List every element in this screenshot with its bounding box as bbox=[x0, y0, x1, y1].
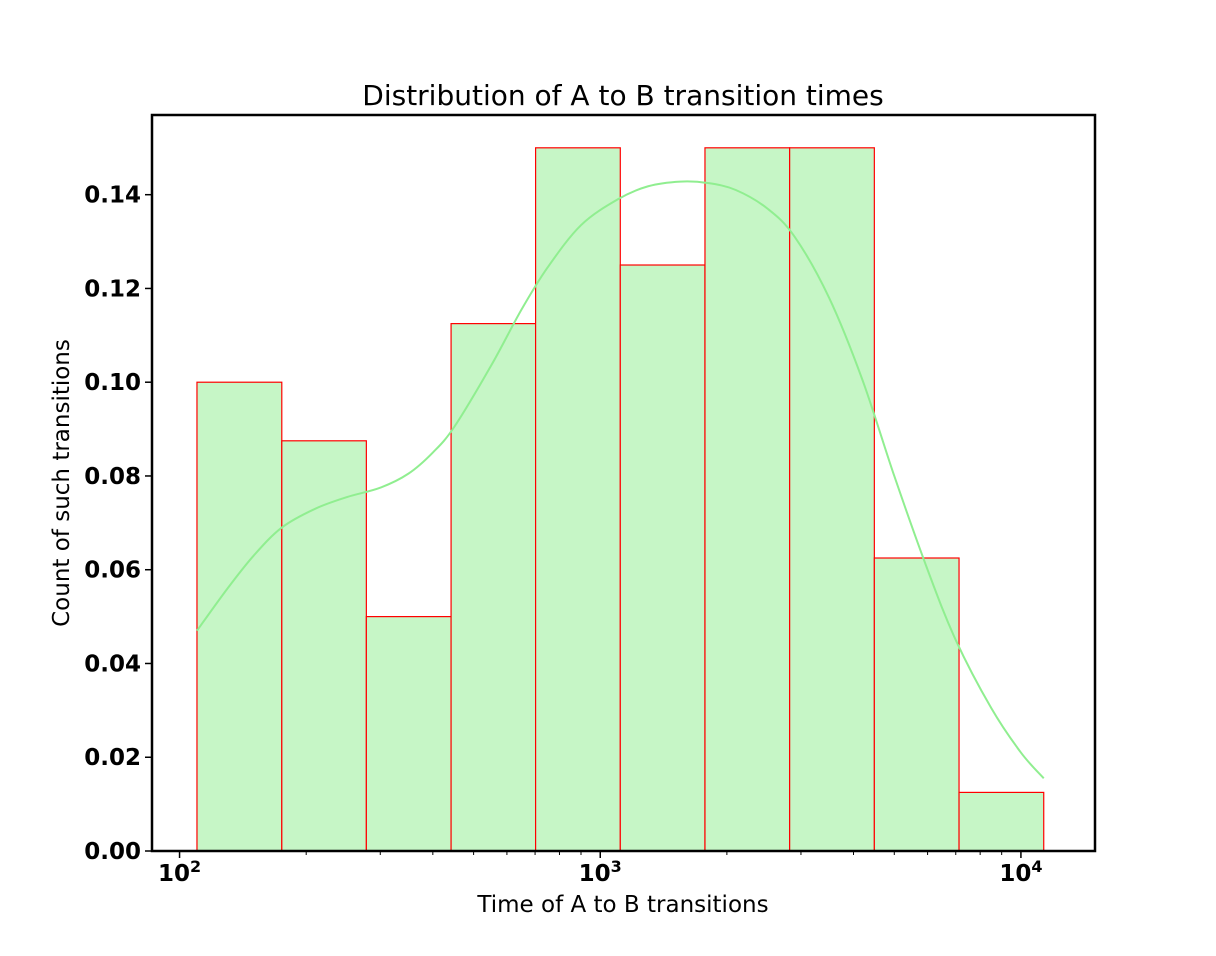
histogram-bar bbox=[196, 381, 283, 852]
histogram-bar bbox=[704, 147, 791, 852]
histogram-bar bbox=[281, 440, 367, 852]
y-tick-label: 0.04 bbox=[84, 651, 141, 677]
y-tick-label: 0.06 bbox=[84, 558, 141, 584]
y-axis-label: Count of such transitions bbox=[49, 339, 75, 627]
x-tick-label: 102 bbox=[158, 857, 201, 887]
y-tick-label: 0.10 bbox=[84, 370, 141, 396]
y-tick-label: 0.08 bbox=[84, 464, 141, 490]
y-tick-label: 0.12 bbox=[84, 276, 141, 302]
y-tick-label: 0.00 bbox=[84, 839, 141, 865]
x-tick-label: 103 bbox=[579, 857, 622, 887]
chart-title: Distribution of A to B transition times bbox=[362, 79, 883, 112]
plot-frame bbox=[150, 113, 1097, 853]
histogram-bar bbox=[619, 264, 706, 852]
bars-group bbox=[196, 147, 1045, 852]
histogram-bar bbox=[534, 147, 621, 852]
histogram-bar bbox=[789, 147, 875, 852]
histogram-bar bbox=[958, 791, 1045, 852]
y-tick-label: 0.02 bbox=[84, 745, 141, 771]
histogram-bar bbox=[450, 323, 537, 852]
histogram-bar bbox=[365, 616, 452, 852]
x-axis-label: Time of A to B transitions bbox=[476, 892, 768, 918]
x-axis-ticks: 102 103 104 bbox=[158, 851, 1042, 887]
x-tick-label: 104 bbox=[999, 857, 1042, 887]
y-tick-label: 0.14 bbox=[84, 183, 141, 209]
y-axis-ticks: 0.00 0.02 0.04 0.06 0.08 0.10 0.12 0.14 bbox=[84, 183, 152, 865]
histogram-bar bbox=[873, 557, 960, 852]
kde-curve bbox=[196, 180, 1045, 780]
